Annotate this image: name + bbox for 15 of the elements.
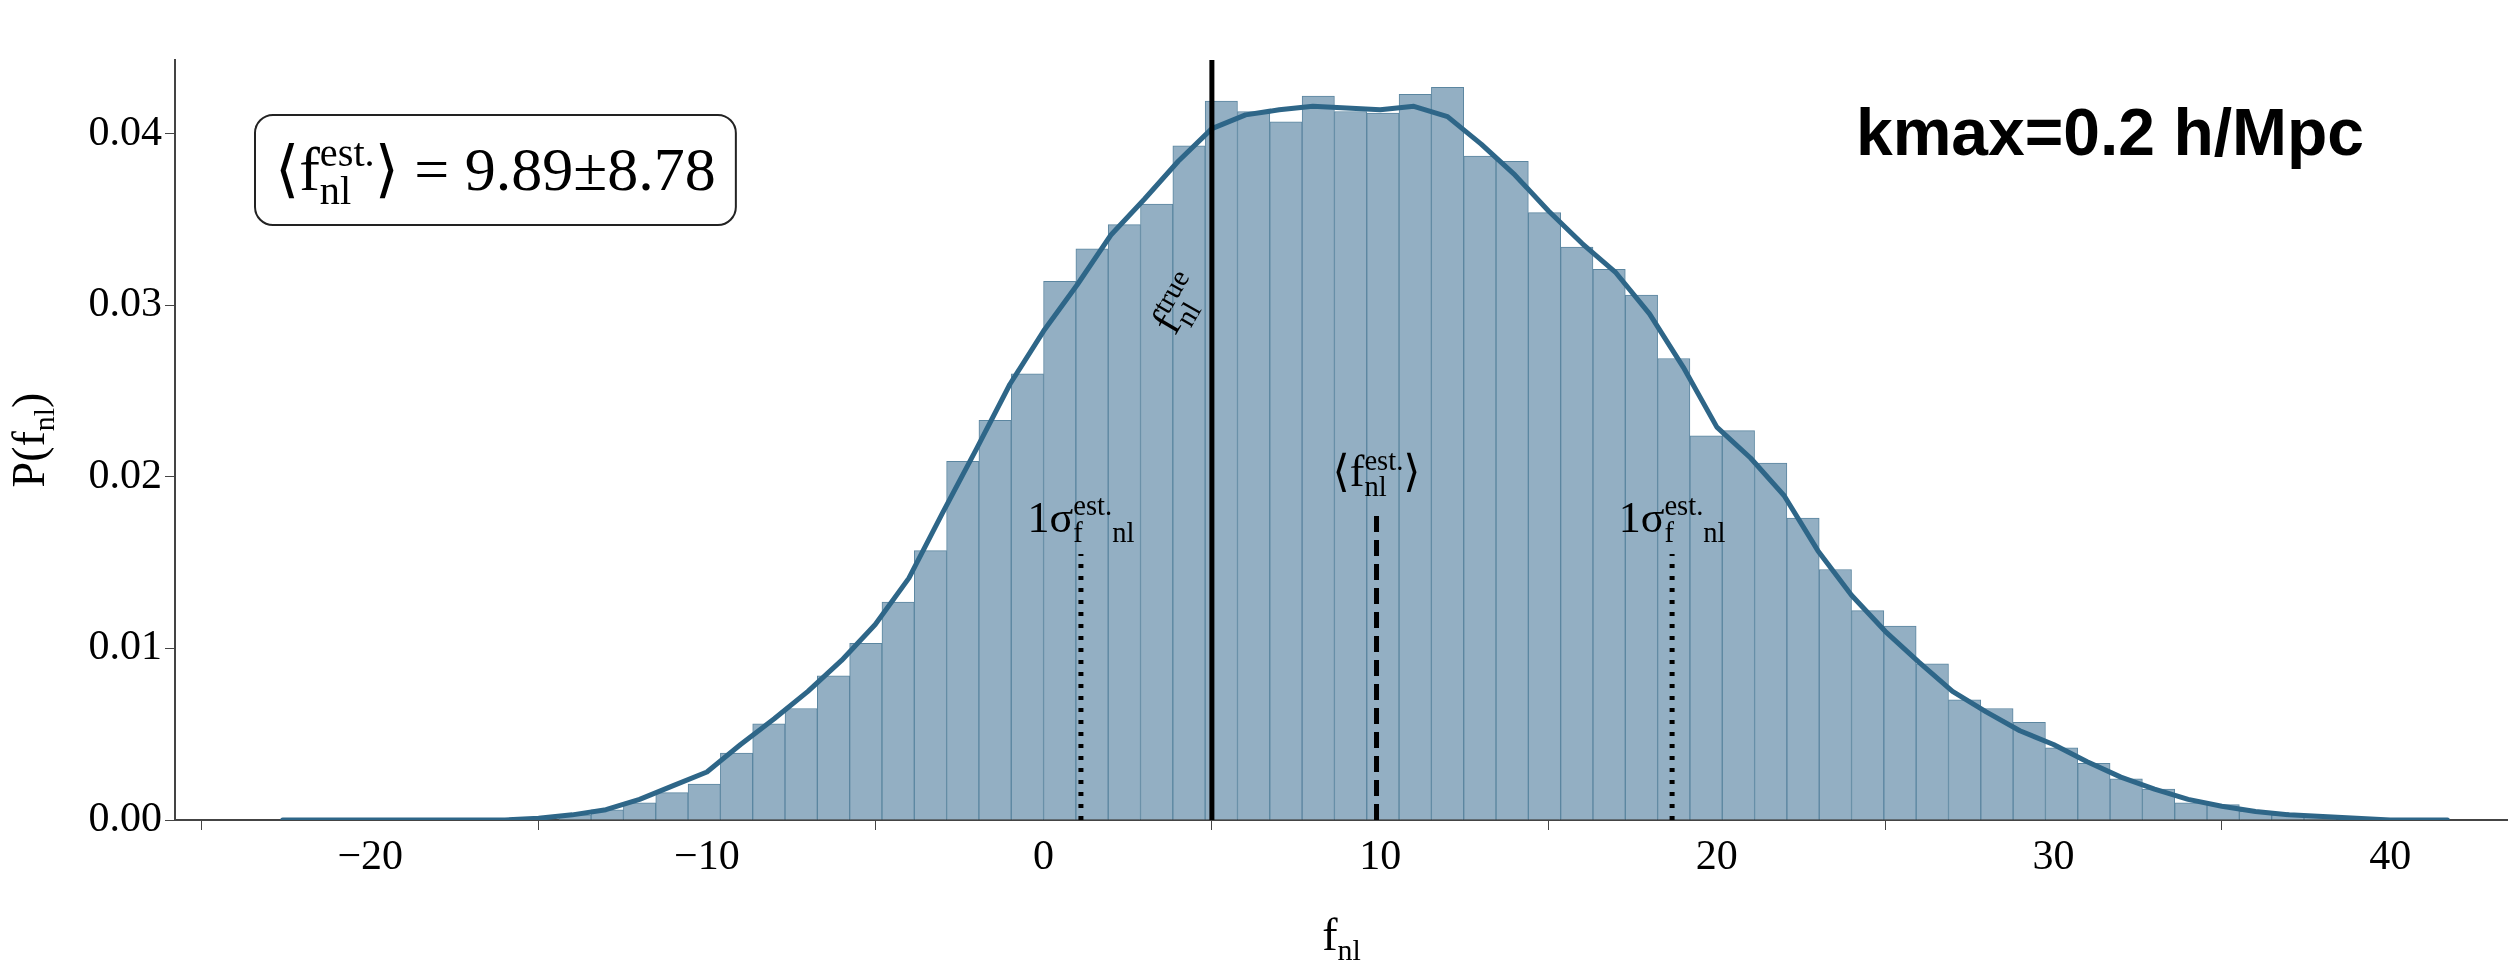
- x-tick-label: −10: [674, 832, 740, 879]
- y-axis-title: P(fnl): [3, 392, 61, 488]
- ref-line-label: fnltrue: [1141, 264, 1208, 342]
- y-tick-label: 0.00: [88, 794, 162, 841]
- x-tick-label: −20: [337, 832, 404, 879]
- y-tick-label: 0.01: [88, 622, 162, 669]
- x-tick-label: 30: [2032, 832, 2075, 879]
- y-tick-label: 0.02: [88, 450, 162, 497]
- x-tick-label: 10: [1359, 832, 1402, 879]
- x-tick-label: 0: [1033, 832, 1055, 879]
- text: kmax=0.2 h/Mpc: [1855, 95, 2365, 169]
- y-tick-label: 0.03: [88, 279, 162, 326]
- y-tick-label: 0.04: [88, 107, 162, 154]
- x-tick-label: 40: [2369, 832, 2412, 879]
- x-tick-label: 20: [1695, 832, 1738, 879]
